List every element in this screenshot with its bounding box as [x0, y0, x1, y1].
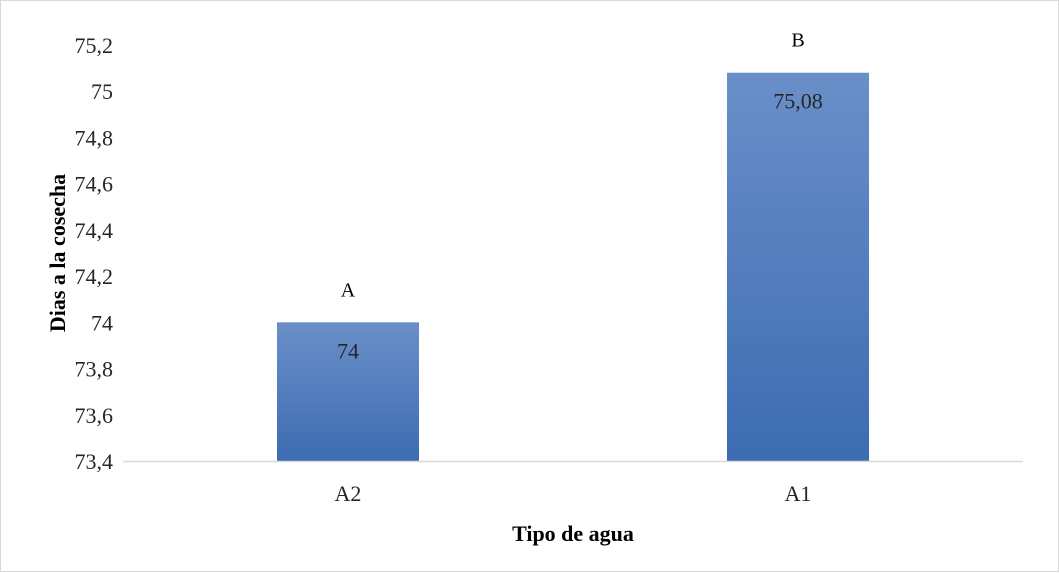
y-tick-label: 73,6 [75, 403, 114, 428]
bar-a1 [727, 72, 869, 461]
y-tick-label: 74 [91, 310, 113, 335]
y-tick-label: 75 [91, 79, 113, 104]
data-label: 75,08 [773, 89, 823, 114]
bar-a2 [277, 322, 419, 461]
y-axis-ticks: 73,4 73,6 73,8 74 74,2 74,4 74,6 74,8 75 75,2 [75, 33, 114, 474]
bars: 74 A 75,08 B [277, 30, 869, 461]
y-tick-label: 74,6 [75, 172, 114, 197]
x-axis-categories: A2 A1 [335, 481, 812, 506]
y-tick-label: 74,2 [75, 264, 114, 289]
y-tick-label: 73,4 [75, 449, 114, 474]
group-letter-label: A [341, 279, 356, 301]
y-tick-label: 75,2 [75, 33, 114, 58]
y-tick-label: 73,8 [75, 357, 114, 382]
y-axis-title: Dias a la cosecha [45, 174, 70, 332]
x-tick-label: A2 [335, 481, 362, 506]
y-tick-label: 74,8 [75, 125, 114, 150]
x-axis-title: Tipo de agua [512, 521, 634, 546]
data-label: 74 [337, 338, 359, 363]
y-tick-label: 74,4 [75, 218, 114, 243]
x-tick-label: A1 [785, 481, 812, 506]
group-letter-label: B [791, 30, 804, 52]
